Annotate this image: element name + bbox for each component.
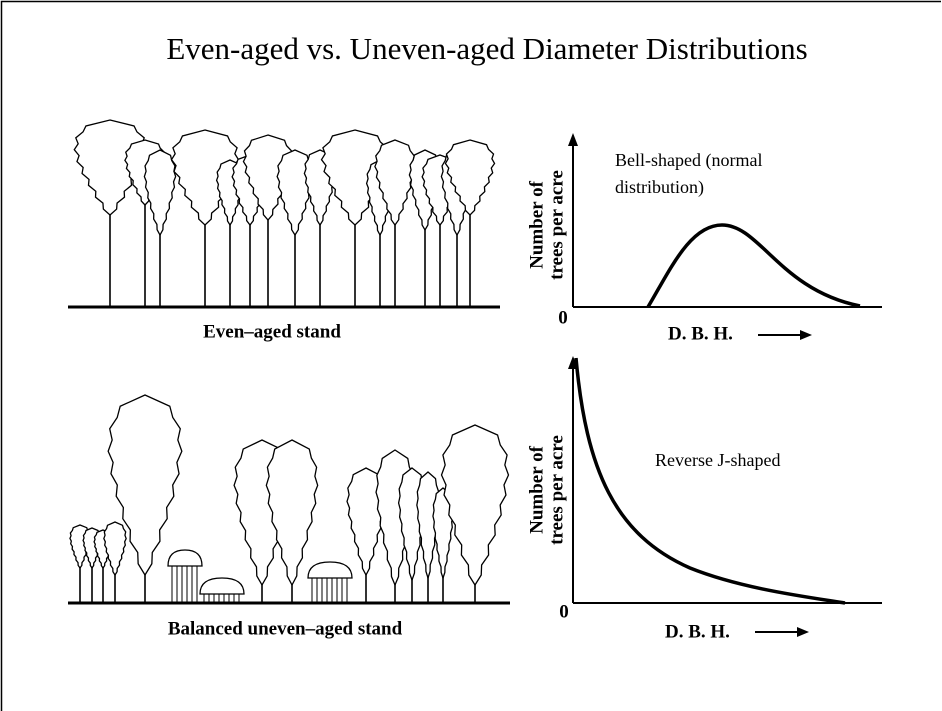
x-axis-label: D. B. H. <box>665 621 730 642</box>
stand-label: Balanced uneven–aged stand <box>168 618 403 639</box>
curve-label: distribution) <box>615 177 704 198</box>
slide: Even-aged vs. Uneven-aged Diameter Distr… <box>0 0 942 711</box>
stand-label: Even–aged stand <box>203 321 341 342</box>
y-axis-label-line: Number of <box>526 180 547 268</box>
y-axis-label-line: Number of <box>526 445 547 533</box>
y-axis-label: Number of trees per acre <box>526 435 567 545</box>
x-axis-label: D. B. H. <box>668 323 733 344</box>
curve-label: Bell-shaped (normal <box>615 150 762 171</box>
curve-label: Reverse J-shaped <box>655 450 780 470</box>
origin-label: 0 <box>559 601 569 622</box>
y-axis-label-line: trees per acre <box>546 170 567 280</box>
title: Even-aged vs. Uneven-aged Diameter Distr… <box>166 31 807 66</box>
origin-label: 0 <box>558 307 568 328</box>
y-axis-label: Number of trees per acre <box>526 170 567 280</box>
y-axis-label-line: trees per acre <box>546 435 567 545</box>
